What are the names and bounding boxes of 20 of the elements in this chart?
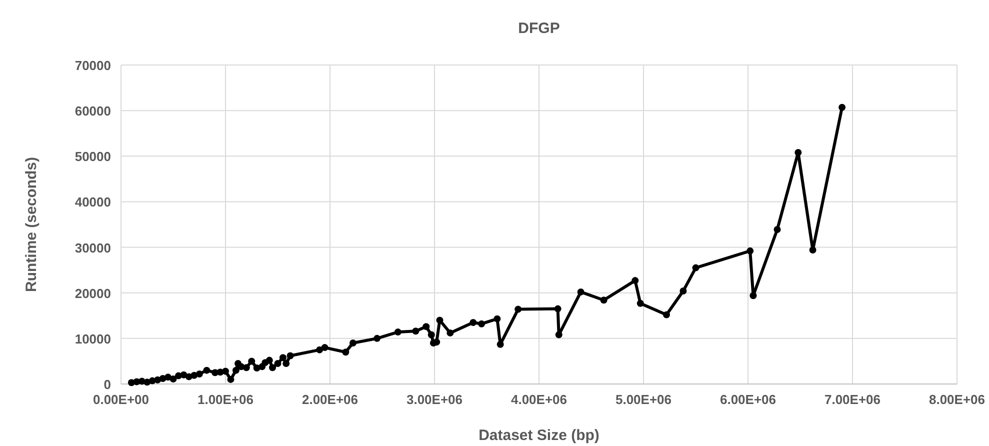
y-tick-label: 50000 (74, 149, 111, 164)
x-tick-label: 1.00E+06 (197, 392, 254, 407)
y-tick-label: 60000 (74, 104, 111, 119)
y-tick-label: 40000 (74, 194, 111, 210)
x-tick-label: 7.00E+06 (824, 392, 881, 407)
x-tick-label: 0.00E+00 (92, 392, 150, 407)
x-tick-label: 5.00E+06 (615, 392, 672, 407)
y-tick-label: 30000 (74, 240, 111, 256)
y-tick-label: 0 (104, 377, 111, 392)
chart-title: DFGP (518, 20, 560, 37)
x-tick-label: 2.00E+06 (302, 392, 358, 407)
x-tick-label: 6.00E+06 (720, 392, 776, 407)
y-tick-label: 70000 (74, 58, 111, 73)
y-tick-label: 10000 (74, 331, 111, 346)
y-axis-title: Runtime (seconds) (23, 156, 40, 292)
x-tick-label: 8.00E+06 (928, 392, 986, 407)
x-axis-title: Dataset Size (bp) (478, 427, 600, 444)
x-tick-label: 3.00E+06 (406, 392, 463, 407)
y-tick-label: 20000 (74, 286, 111, 301)
x-tick-label: 4.00E+06 (510, 392, 568, 407)
